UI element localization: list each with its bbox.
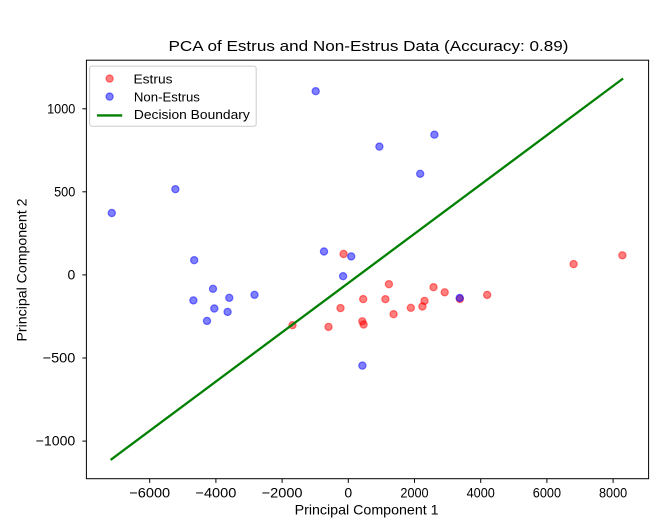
svg-text:−6000: −6000: [129, 485, 170, 501]
svg-text:8000: 8000: [599, 485, 627, 501]
svg-text:Non-Estrus: Non-Estrus: [134, 89, 200, 104]
svg-text:Principal Component 2: Principal Component 2: [15, 199, 30, 342]
svg-text:2000: 2000: [400, 485, 428, 501]
svg-text:4000: 4000: [467, 485, 495, 501]
svg-text:0: 0: [344, 485, 352, 501]
svg-text:Decision Boundary: Decision Boundary: [134, 107, 250, 122]
svg-text:PCA of Estrus and Non-Estrus D: PCA of Estrus and Non-Estrus Data (Accur…: [169, 38, 569, 55]
svg-text:500: 500: [54, 183, 75, 199]
svg-text:−500: −500: [43, 350, 76, 366]
svg-text:Principal Component 1: Principal Component 1: [295, 502, 439, 517]
svg-text:−4000: −4000: [195, 485, 236, 501]
svg-text:−2000: −2000: [262, 485, 303, 501]
svg-text:1000: 1000: [47, 100, 75, 116]
svg-text:Estrus: Estrus: [134, 71, 174, 86]
svg-text:6000: 6000: [533, 485, 561, 501]
svg-text:−1000: −1000: [36, 433, 76, 449]
svg-text:0: 0: [68, 266, 76, 282]
